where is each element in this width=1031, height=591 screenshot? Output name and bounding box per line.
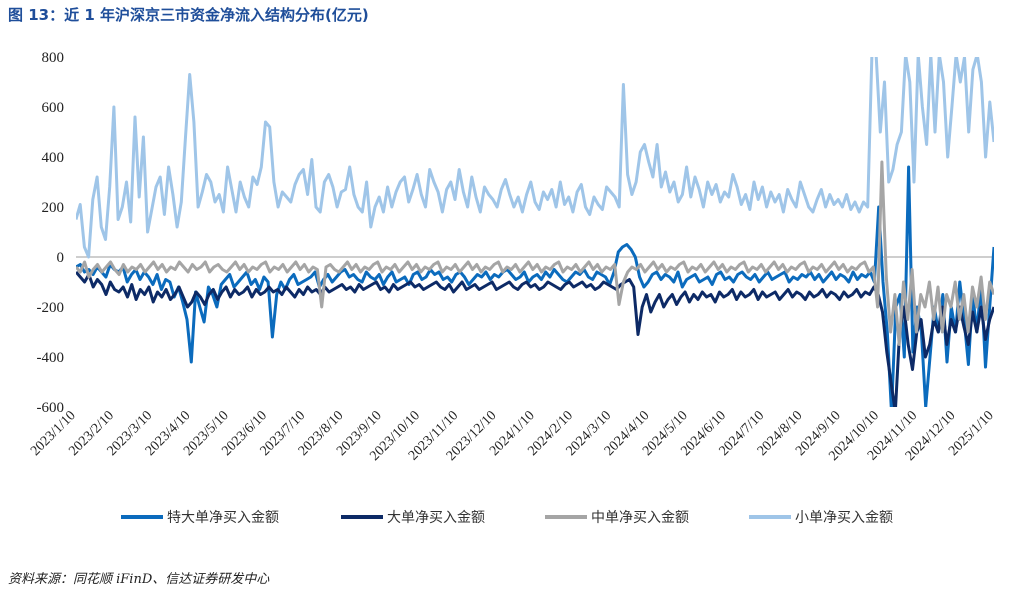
- y-tick-label: 800: [42, 50, 65, 66]
- series-line-1: [76, 165, 994, 407]
- y-tick-label: -400: [37, 350, 65, 366]
- y-tick-label: -200: [37, 300, 65, 316]
- source-note: 资料来源：同花顺 iFinD、信达证券研发中心: [8, 572, 270, 587]
- series-line-2: [76, 271, 994, 407]
- y-tick-label: 400: [42, 150, 65, 166]
- y-tick-label: -600: [37, 400, 65, 416]
- series-line-4: [76, 57, 994, 259]
- legend-label: 大单净买入金额: [387, 510, 485, 526]
- series-line-3: [76, 160, 994, 346]
- y-tick-label: 0: [57, 250, 65, 266]
- series-layer: [76, 57, 994, 407]
- legend-label: 特大单净买入金额: [167, 510, 279, 526]
- x-axis: 2023/1/102023/2/102023/3/102023/4/102023…: [28, 408, 997, 464]
- y-tick-label: 600: [42, 100, 65, 116]
- chart-title: 图 13：近 1 年沪深京三市资金净流入结构分布(亿元): [8, 6, 369, 24]
- y-axis: 800 600 400 200 0 -200 -400 -600: [37, 50, 65, 416]
- legend-label: 中单净买入金额: [591, 510, 689, 526]
- y-tick-label: 200: [42, 200, 65, 216]
- legend: 特大单净买入金额 大单净买入金额 中单净买入金额 小单净买入金额: [121, 510, 893, 526]
- legend-label: 小单净买入金额: [795, 510, 893, 526]
